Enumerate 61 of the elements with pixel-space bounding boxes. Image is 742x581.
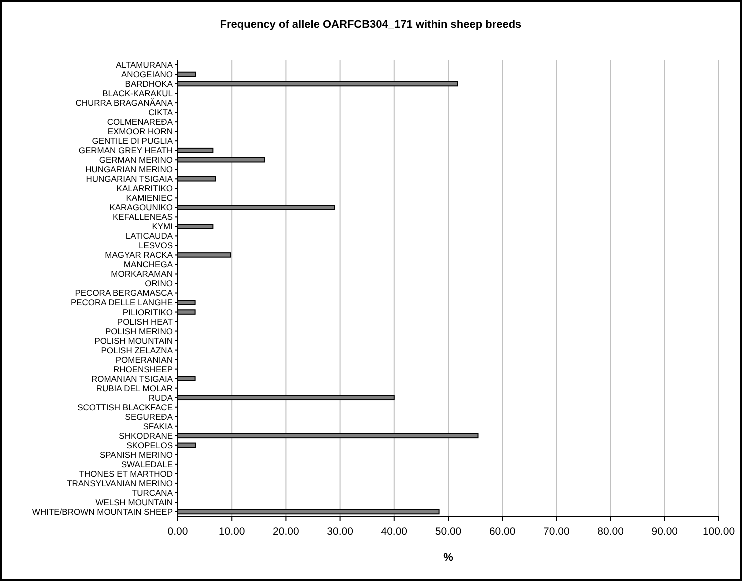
y-tick-label: WELSH MOUNTAIN bbox=[96, 497, 173, 508]
y-tick-label: POMERANIAN bbox=[116, 354, 173, 365]
y-tick-label: PECORA BERGAMASCA bbox=[75, 288, 174, 298]
y-tick-label: MORKARAMAN bbox=[111, 269, 173, 280]
y-tick-label: SWALEDALE bbox=[121, 459, 174, 470]
x-tick-label: 0.00 bbox=[168, 526, 188, 538]
y-tick-label: POLISH ZELAZNA bbox=[101, 345, 174, 356]
y-tick-label: SHKODRANE bbox=[119, 430, 174, 441]
y-tick-label: EXMOOR HORN bbox=[108, 126, 173, 137]
y-tick-label: ANOGEIANO bbox=[122, 69, 174, 80]
y-tick-label: RUBIA DEL MOLAR bbox=[96, 383, 173, 394]
y-tick-label: POLISH MOUNTAIN bbox=[94, 336, 173, 346]
y-tick-label: POLISH MERINO bbox=[105, 326, 174, 336]
y-tick-label: KARAGOUNIKO bbox=[110, 202, 174, 213]
y-tick-label: ORINO bbox=[145, 278, 174, 289]
y-tick-label: HUNGARIAN TSIGAIA bbox=[86, 174, 174, 184]
x-tick-label: 90.00 bbox=[652, 526, 678, 538]
y-tick-label: PECORA DELLE LANGHE bbox=[70, 298, 174, 308]
y-tick-label: KAMIENIEC bbox=[126, 193, 173, 204]
y-tick-label: KEFALLENEAS bbox=[112, 212, 174, 222]
y-tick-label: GERMAN GREY HEATH bbox=[78, 146, 173, 156]
y-tick-label: GENTILE DI PUGLIA bbox=[92, 136, 174, 146]
y-tick-label: POLISH HEAT bbox=[117, 316, 173, 327]
y-tick-label: BLACK-KARAKUL bbox=[102, 88, 174, 98]
chart-title: Frequency of allele OARFCB304_171 within sheep breeds bbox=[220, 19, 522, 31]
x-axis-title: % bbox=[444, 552, 454, 564]
y-tick-label: CIKTA bbox=[148, 108, 174, 118]
y-tick-label: SKOPELOS bbox=[126, 440, 174, 450]
y-tick-label: KALARRITIKO bbox=[116, 184, 174, 194]
y-tick-label: KYMI bbox=[152, 222, 173, 232]
y-tick-label: THONES ET MARTHOD bbox=[79, 468, 173, 479]
x-tick-label: 60.00 bbox=[489, 526, 516, 538]
y-tick-label: ROMANIAN TSIGAIA bbox=[91, 374, 174, 384]
y-tick-label: COLMENAREĐA bbox=[107, 117, 174, 128]
x-tick-label: 100.00 bbox=[702, 526, 736, 538]
y-tick-label: ALTAMURANA bbox=[116, 60, 174, 70]
y-tick-label: RUDA bbox=[148, 392, 174, 403]
y-tick-label: TURCANA bbox=[132, 488, 174, 498]
x-tick-label: 80.00 bbox=[598, 526, 624, 538]
y-tick-label: HUNGARIAN MERINO bbox=[86, 164, 174, 175]
y-tick-label: SFAKIA bbox=[143, 421, 174, 432]
x-tick-label: 30.00 bbox=[327, 526, 354, 538]
y-tick-label: MANCHEGA bbox=[124, 260, 174, 270]
x-tick-label: 10.00 bbox=[218, 526, 246, 538]
y-tick-label: TRANSYLVANIAN MERINO bbox=[67, 478, 174, 488]
y-tick-label: SPANISH MERINO bbox=[100, 450, 174, 460]
y-tick-label: CHURRA BRAGANĂANA bbox=[76, 98, 174, 108]
x-tick-label: 40.00 bbox=[381, 526, 408, 538]
y-tick-label: LESVOS bbox=[138, 240, 174, 251]
y-tick-label: LATICAUDA bbox=[126, 231, 174, 242]
y-tick-label: WHITE/BROWN MOUNTAIN SHEEP bbox=[32, 506, 174, 517]
y-tick-label: SEGUREĐA bbox=[125, 412, 174, 422]
y-tick-label: MAGYAR RACKA bbox=[105, 250, 174, 260]
x-tick-label: 50.00 bbox=[435, 526, 462, 538]
y-tick-label: SCOTTISH BLACKFACE bbox=[78, 402, 174, 412]
x-tick-label: 70.00 bbox=[544, 526, 570, 538]
y-tick-label: RHOENSHEEP bbox=[113, 364, 174, 374]
y-tick-label: BARDHOKA bbox=[125, 78, 174, 89]
y-tick-label: PILIORITIKO bbox=[122, 307, 174, 318]
y-tick-label: GERMAN MERINO bbox=[99, 155, 174, 166]
x-tick-label: 20.00 bbox=[273, 526, 300, 538]
